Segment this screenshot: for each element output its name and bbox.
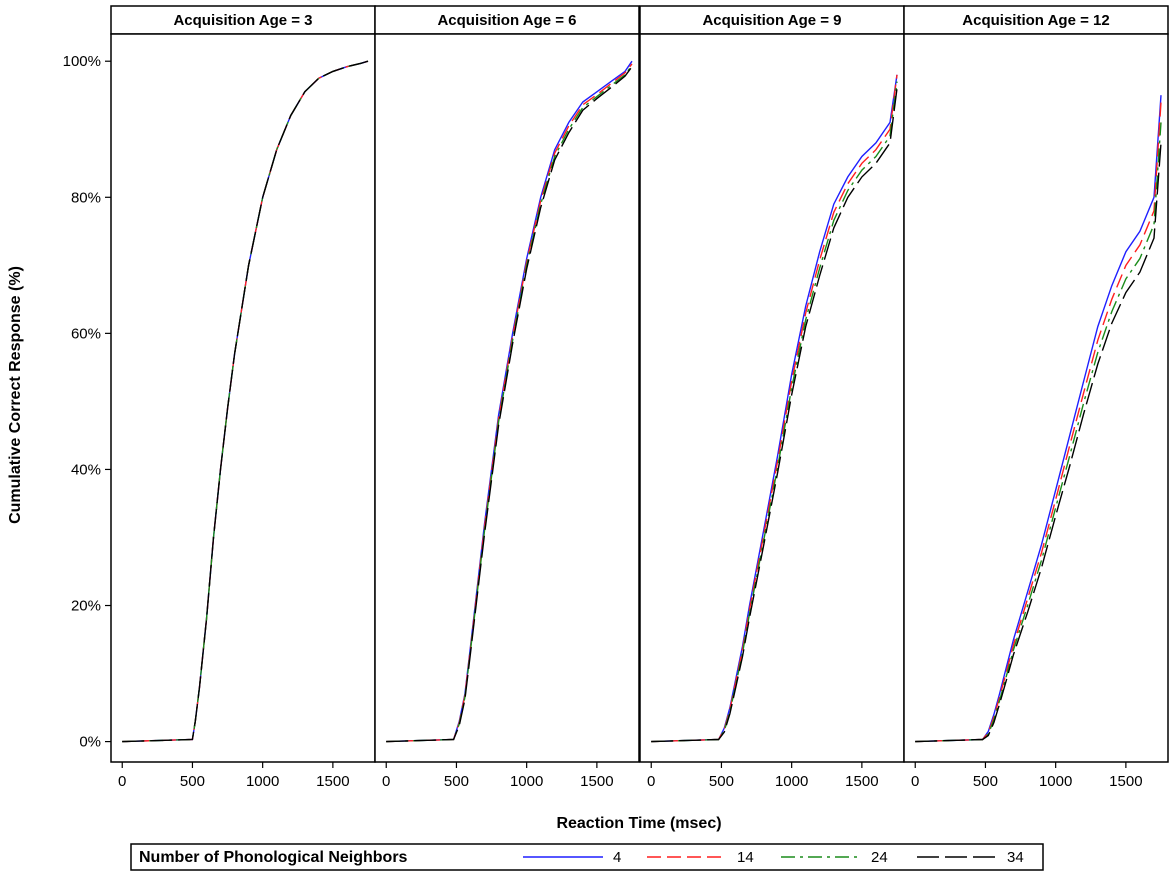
panel-title: Acquisition Age = 9 (702, 12, 841, 29)
x-tick-label: 500 (709, 773, 734, 790)
y-axis-title: Cumulative Correct Response (%) (7, 266, 24, 524)
series-line-34 (651, 88, 898, 743)
legend-label-4: 4 (613, 849, 621, 866)
series-line-4 (651, 74, 898, 743)
x-tick-label: 1000 (246, 773, 279, 790)
series-line-14 (915, 101, 1162, 743)
panel-strip (903, 5, 1169, 35)
legend-label-24: 24 (871, 849, 888, 866)
y-tick-label: 60% (71, 325, 101, 342)
x-tick-label: 0 (647, 773, 655, 790)
panel-title: Acquisition Age = 12 (962, 12, 1109, 29)
plot-area (110, 33, 376, 763)
x-tick-label: 1500 (845, 773, 878, 790)
legend-label-34: 34 (1007, 849, 1024, 866)
series-line-34 (122, 60, 369, 743)
x-tick-label: 1500 (1109, 773, 1142, 790)
y-tick-label: 20% (71, 598, 101, 615)
panel-grid: Acquisition Age = 3 0 500 1000 1500 0% 20% 40% 6… (63, 5, 1169, 790)
x-tick-label: 500 (444, 773, 469, 790)
x-tick-label: 1000 (1039, 773, 1072, 790)
series-line-14 (651, 74, 898, 743)
series-line-24 (386, 64, 633, 743)
series-line-24 (915, 122, 1162, 743)
series-line-4 (915, 95, 1162, 743)
panel-2: Acquisition Age = 6 0 500 1000 1500 (374, 5, 640, 790)
y-tick-label: 0% (79, 734, 101, 751)
x-tick-label: 1000 (510, 773, 543, 790)
series-line-34 (915, 142, 1162, 743)
panel-4: Acquisition Age = 12 0 500 1000 1500 (903, 5, 1169, 790)
plot-area (374, 33, 640, 763)
y-tick-label: 40% (71, 461, 101, 478)
panel-title: Acquisition Age = 6 (437, 12, 576, 29)
panel-1: Acquisition Age = 3 0 500 1000 1500 0% 20% 40% 6… (63, 5, 376, 790)
legend-entries: 4 14 24 34 (523, 849, 1024, 866)
x-axis-title: Reaction Time (msec) (556, 815, 721, 832)
series-line-34 (386, 66, 633, 743)
panel-strip (374, 5, 640, 35)
y-tick-label: 80% (71, 189, 101, 206)
legend: Number of Phonological Neighbors 4 14 24 34 (130, 843, 1044, 871)
x-tick-label: 500 (180, 773, 205, 790)
plot-area (903, 33, 1169, 763)
x-tick-label: 1500 (580, 773, 613, 790)
x-tick-label: 1000 (775, 773, 808, 790)
panel-3: Acquisition Age = 9 0 500 1000 1500 (639, 5, 905, 790)
y-tick-label: 100% (63, 53, 101, 70)
legend-label-14: 14 (737, 849, 754, 866)
x-tick-label: 0 (911, 773, 919, 790)
x-tick-label: 1500 (316, 773, 349, 790)
x-tick-label: 0 (118, 773, 126, 790)
panel-strip (110, 5, 376, 35)
panel-title: Acquisition Age = 3 (173, 12, 312, 29)
x-tick-label: 0 (382, 773, 390, 790)
x-tick-label: 500 (973, 773, 998, 790)
plot-area (639, 33, 905, 763)
legend-title: Number of Phonological Neighbors (139, 849, 408, 866)
